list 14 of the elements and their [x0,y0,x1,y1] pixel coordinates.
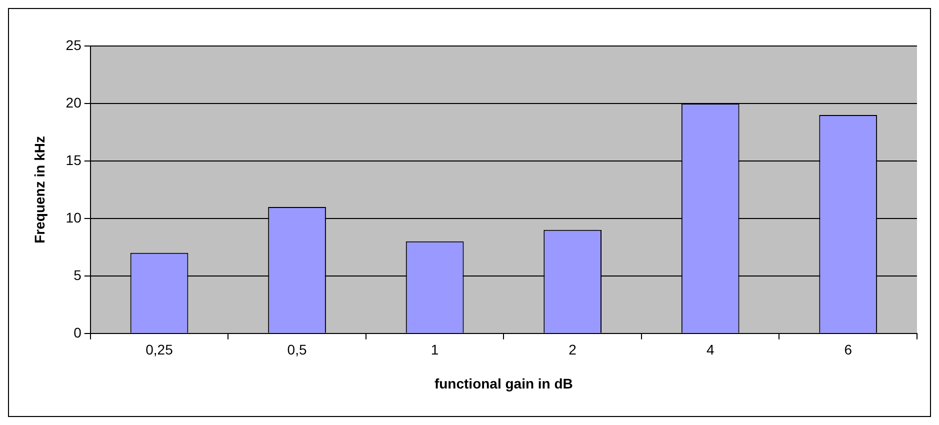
x-tick-label: 0,5 [287,342,307,358]
y-tick-label: 20 [66,94,82,110]
y-tick-label: 10 [66,209,82,226]
x-tick-label: 0,25 [146,342,174,358]
y-axis-title: Frequenz in kHz [31,136,48,244]
x-tick-label: 4 [706,342,714,358]
y-tick-label: 25 [66,36,82,53]
x-axis-title: functional gain in dB [434,375,573,392]
x-tick-label: 2 [568,342,577,358]
y-tick-label: 0 [74,324,82,340]
x-tick-label: 1 [430,342,439,358]
x-tick-label: 6 [844,342,852,358]
y-tick-label: 15 [66,152,82,168]
y-tick-label: 5 [74,266,82,283]
